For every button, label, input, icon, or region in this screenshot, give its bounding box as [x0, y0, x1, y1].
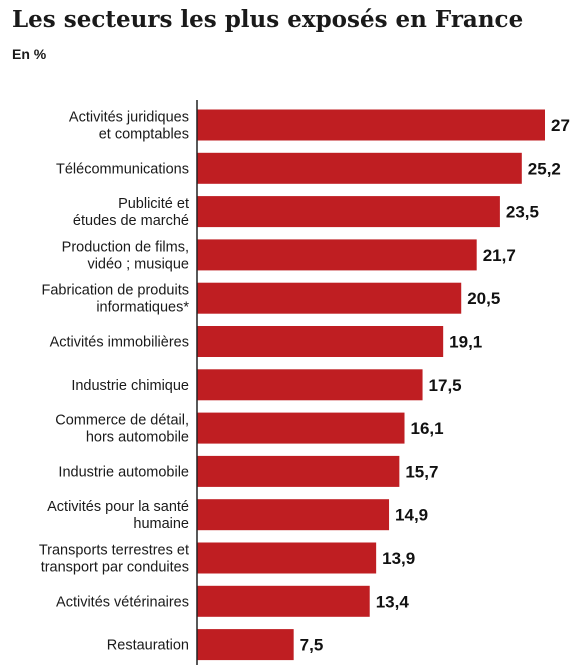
value-label: 14,9 — [395, 506, 428, 525]
bar — [197, 282, 462, 314]
category-label: humaine — [133, 516, 189, 532]
category-label: Publicité et — [118, 196, 189, 212]
category-label: hors automobile — [86, 430, 189, 446]
value-label: 27 — [551, 116, 570, 135]
bar — [197, 412, 405, 444]
category-label: Télécommunications — [56, 161, 189, 177]
bar — [197, 585, 370, 617]
value-label: 21,7 — [483, 246, 516, 265]
category-label: Activités immobilières — [50, 335, 189, 351]
chart-subtitle: En % — [12, 46, 47, 62]
bar — [197, 369, 423, 401]
category-label: Transports terrestres et — [39, 543, 189, 559]
bar — [197, 629, 294, 661]
category-label: Commerce de détail, — [55, 413, 189, 429]
value-label: 23,5 — [506, 203, 539, 222]
value-label: 16,1 — [411, 419, 444, 438]
bar — [197, 499, 390, 531]
value-label: 20,5 — [467, 289, 500, 308]
bar — [197, 326, 444, 357]
chart-title: Les secteurs les plus exposés en France — [12, 6, 524, 33]
bar — [197, 239, 477, 271]
value-label: 13,9 — [382, 549, 415, 568]
category-label: études de marché — [73, 213, 189, 229]
bar — [197, 196, 500, 228]
category-label: Restauration — [107, 638, 189, 654]
bar — [197, 109, 545, 141]
category-label: Production de films, — [62, 239, 189, 255]
category-label: et comptables — [99, 127, 189, 143]
category-label: Industrie automobile — [58, 464, 189, 480]
value-label: 13,4 — [376, 592, 410, 611]
value-label: 25,2 — [528, 159, 561, 178]
value-label: 7,5 — [300, 636, 324, 655]
bar — [197, 542, 377, 574]
category-label: vidéo ; musique — [87, 256, 189, 272]
category-label: transport par conduites — [41, 560, 189, 576]
value-label: 15,7 — [405, 462, 438, 481]
category-label: Industrie chimique — [71, 378, 189, 394]
category-label: informatiques* — [96, 300, 189, 316]
value-label: 19,1 — [449, 333, 482, 352]
value-label: 17,5 — [429, 376, 462, 395]
bar — [197, 455, 400, 487]
category-label: Activités vétérinaires — [56, 594, 189, 610]
category-label: Activités juridiques — [69, 110, 189, 126]
bar — [197, 152, 522, 184]
category-label: Activités pour la santé — [47, 499, 189, 515]
category-label: Fabrication de produits — [42, 283, 190, 299]
